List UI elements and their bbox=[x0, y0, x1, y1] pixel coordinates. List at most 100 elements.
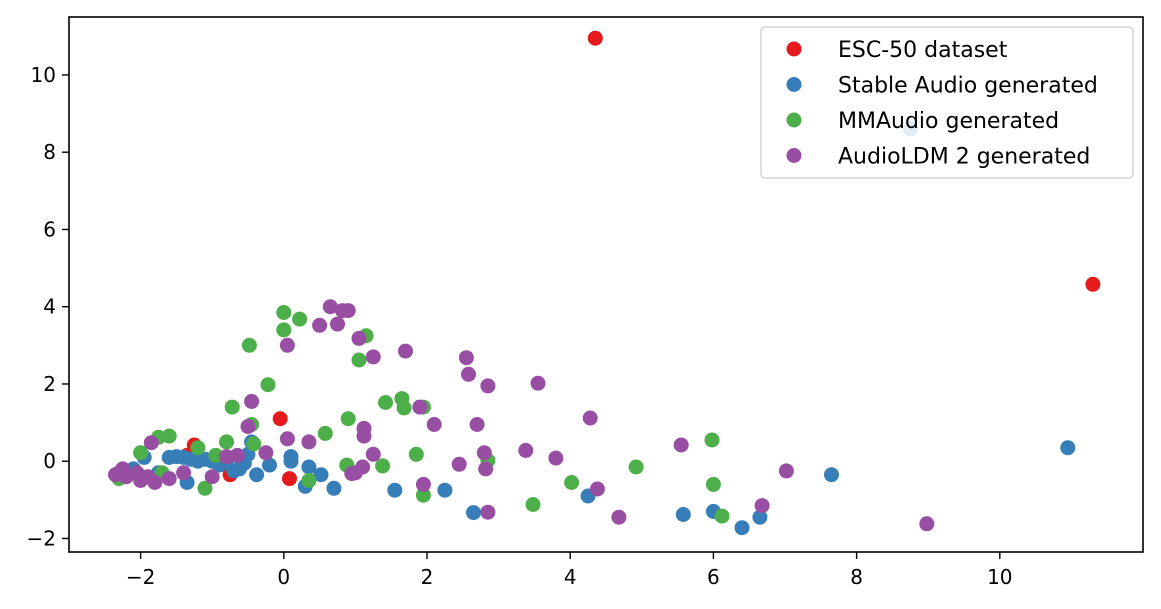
data-point bbox=[301, 473, 317, 488]
data-point bbox=[1060, 440, 1076, 456]
data-point bbox=[276, 322, 292, 338]
data-point bbox=[326, 480, 342, 496]
data-point bbox=[365, 349, 381, 365]
data-point bbox=[675, 507, 691, 522]
data-point bbox=[466, 505, 481, 521]
data-point bbox=[279, 337, 295, 353]
y-tick-label: 10 bbox=[31, 63, 56, 87]
data-point bbox=[415, 476, 431, 492]
data-point bbox=[451, 456, 467, 472]
legend-label: ESC-50 dataset bbox=[838, 38, 1008, 63]
data-point bbox=[518, 442, 534, 458]
y-tick-label: 6 bbox=[43, 217, 56, 241]
data-point bbox=[322, 299, 338, 315]
data-point bbox=[317, 425, 333, 441]
data-point bbox=[351, 330, 367, 346]
plot-frame bbox=[68, 16, 1144, 553]
data-point bbox=[378, 395, 393, 410]
data-point bbox=[734, 520, 750, 536]
data-point bbox=[704, 432, 720, 448]
data-point bbox=[276, 305, 292, 320]
data-point bbox=[461, 366, 476, 382]
data-point bbox=[412, 399, 428, 415]
legend-label: AudioLDM 2 generated bbox=[838, 145, 1090, 170]
y-tick-label: 2 bbox=[43, 372, 56, 396]
data-point bbox=[469, 417, 485, 432]
data-point bbox=[365, 446, 381, 462]
data-point bbox=[244, 393, 260, 409]
data-point bbox=[1085, 276, 1101, 292]
data-point bbox=[714, 508, 730, 524]
data-point bbox=[530, 375, 546, 391]
data-point bbox=[176, 465, 192, 481]
data-point bbox=[240, 419, 256, 434]
data-point bbox=[301, 434, 317, 450]
x-tick-label: 10 bbox=[987, 565, 1012, 589]
data-point bbox=[344, 466, 360, 482]
data-point bbox=[705, 476, 721, 492]
data-point bbox=[628, 459, 644, 475]
data-point bbox=[589, 481, 605, 497]
x-tick-label: 6 bbox=[707, 565, 720, 589]
data-point bbox=[548, 450, 564, 466]
points-layer bbox=[108, 30, 1101, 536]
legend: ESC-50 dataset Stable Audio generated MMAu… bbox=[760, 26, 1134, 179]
x-tick-label: 4 bbox=[564, 565, 577, 589]
x-tick-label: 0 bbox=[277, 565, 290, 589]
data-point bbox=[340, 303, 356, 319]
data-point bbox=[301, 459, 317, 475]
data-point bbox=[204, 469, 220, 485]
data-point bbox=[340, 411, 356, 427]
data-point bbox=[313, 467, 329, 483]
data-point bbox=[161, 471, 177, 487]
data-point bbox=[258, 445, 274, 461]
data-point bbox=[919, 516, 935, 532]
y-tick-label: 8 bbox=[43, 140, 56, 164]
legend-marker bbox=[786, 77, 802, 92]
y-axis: −2 0 2 4 6 8 10 bbox=[27, 63, 69, 550]
data-point bbox=[279, 431, 295, 447]
data-point bbox=[611, 509, 627, 525]
legend-marker bbox=[786, 148, 802, 163]
legend-label: Stable Audio generated bbox=[838, 74, 1098, 99]
data-point bbox=[396, 400, 412, 416]
data-point bbox=[283, 453, 299, 469]
data-point bbox=[241, 337, 257, 353]
data-point bbox=[190, 440, 206, 456]
data-point bbox=[458, 350, 474, 366]
data-point bbox=[356, 428, 372, 444]
data-point bbox=[282, 471, 297, 487]
data-point bbox=[478, 461, 494, 477]
legend-marker bbox=[786, 41, 802, 57]
legend-marker bbox=[786, 112, 802, 128]
data-point bbox=[260, 377, 276, 393]
y-tick-label: 4 bbox=[43, 295, 56, 319]
data-point bbox=[219, 449, 234, 465]
data-point bbox=[408, 446, 424, 462]
data-point bbox=[161, 449, 177, 465]
data-point bbox=[564, 475, 580, 490]
data-point bbox=[778, 463, 794, 479]
data-point bbox=[224, 399, 240, 415]
data-point bbox=[133, 445, 149, 461]
data-point bbox=[197, 480, 213, 496]
data-point bbox=[426, 417, 442, 432]
data-point bbox=[246, 436, 262, 452]
data-point bbox=[398, 343, 413, 359]
x-tick-label: −2 bbox=[126, 565, 155, 589]
legend-box bbox=[760, 26, 1134, 179]
data-point bbox=[249, 467, 265, 483]
data-point bbox=[582, 410, 598, 426]
data-point bbox=[673, 437, 689, 453]
data-point bbox=[387, 482, 403, 498]
x-axis: −2 0 2 4 6 8 10 bbox=[126, 552, 1013, 589]
data-point bbox=[480, 504, 496, 520]
legend-label: MMAudio generated bbox=[838, 109, 1059, 134]
data-point bbox=[143, 435, 159, 451]
data-point bbox=[437, 482, 453, 498]
data-point bbox=[480, 378, 496, 394]
data-point bbox=[312, 317, 328, 333]
x-tick-label: 2 bbox=[421, 565, 434, 589]
data-point bbox=[330, 316, 345, 332]
